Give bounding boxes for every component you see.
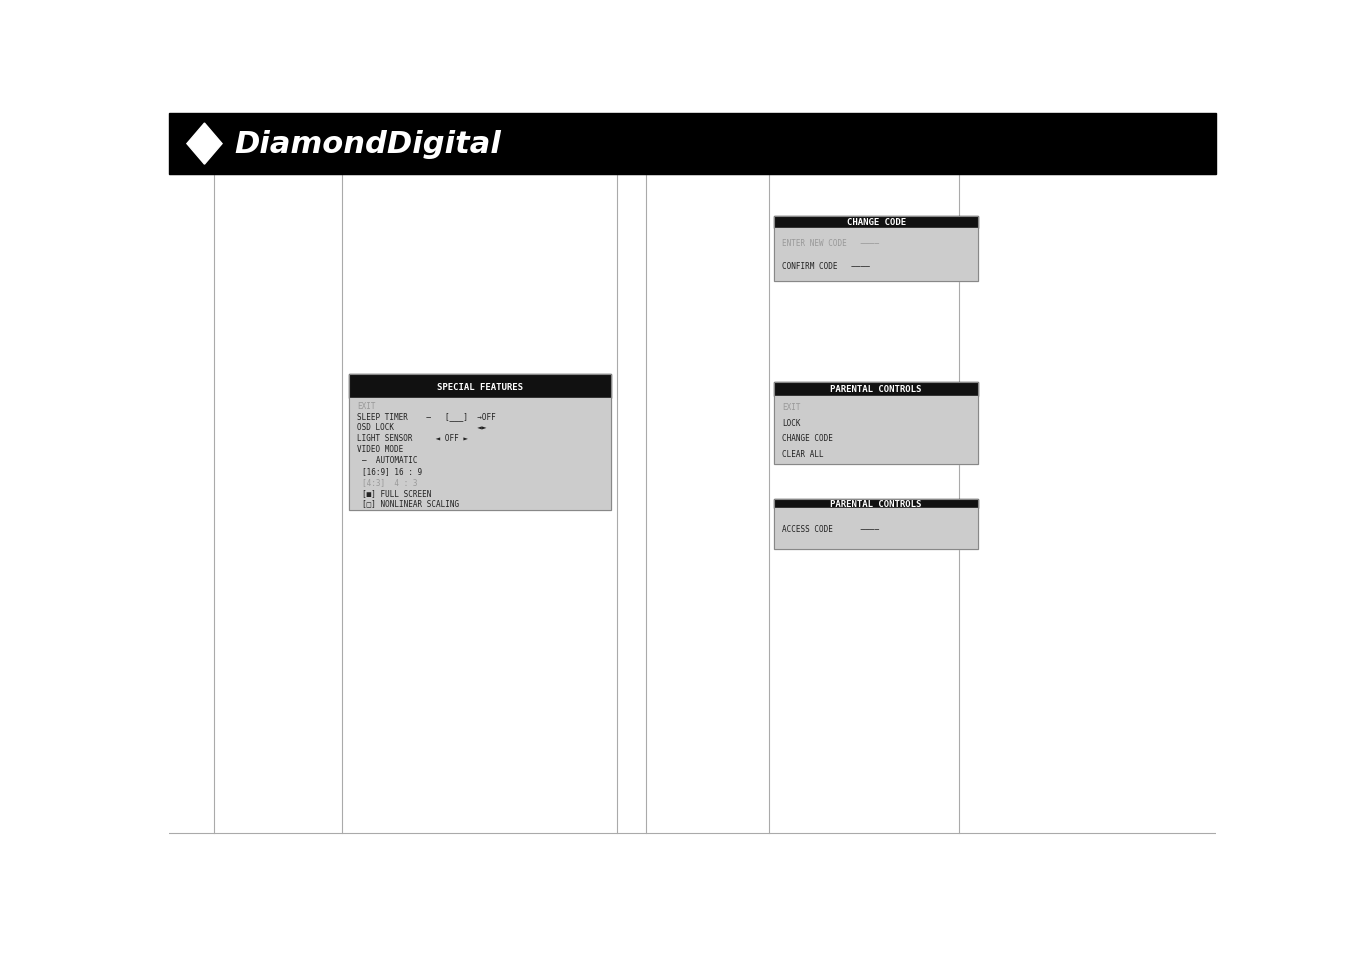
Bar xyxy=(169,114,1216,174)
Text: SLEEP TIMER    –   [___]  →OFF: SLEEP TIMER – [___] →OFF xyxy=(357,412,496,421)
Bar xyxy=(774,217,978,282)
Text: CLEAR ALL: CLEAR ALL xyxy=(782,450,824,458)
Polygon shape xyxy=(186,124,222,165)
Text: VIDEO MODE: VIDEO MODE xyxy=(357,445,404,454)
Text: ACCESS CODE      ————: ACCESS CODE ———— xyxy=(782,524,880,534)
Text: ENTER NEW CODE   ————: ENTER NEW CODE ———— xyxy=(782,239,880,248)
Text: SPECIAL FEATURES: SPECIAL FEATURES xyxy=(436,382,523,392)
Bar xyxy=(774,508,978,550)
Bar xyxy=(774,229,978,282)
Text: [□] NONLINEAR SCALING: [□] NONLINEAR SCALING xyxy=(362,499,458,508)
Text: CONFIRM CODE   ————: CONFIRM CODE ———— xyxy=(782,262,870,271)
Bar xyxy=(774,499,978,508)
Text: LOCK: LOCK xyxy=(782,418,801,427)
Text: PARENTAL CONTROLS: PARENTAL CONTROLS xyxy=(831,385,921,394)
Text: PARENTAL CONTROLS: PARENTAL CONTROLS xyxy=(831,499,921,509)
Text: EXIT: EXIT xyxy=(357,401,376,410)
Text: [4:3]  4 : 3: [4:3] 4 : 3 xyxy=(362,477,417,486)
Bar xyxy=(774,382,978,464)
Text: OSD LOCK                  ◄►: OSD LOCK ◄► xyxy=(357,423,486,432)
Bar xyxy=(774,499,978,550)
Bar xyxy=(774,217,978,229)
Text: LIGHT SENSOR     ◄ OFF ►: LIGHT SENSOR ◄ OFF ► xyxy=(357,434,469,443)
Text: DiamondDigital: DiamondDigital xyxy=(235,130,501,159)
Text: CHANGE CODE: CHANGE CODE xyxy=(782,434,834,443)
Bar xyxy=(774,382,978,396)
Text: CHANGE CODE: CHANGE CODE xyxy=(847,218,905,227)
Bar xyxy=(349,398,611,511)
Text: —  AUTOMATIC: — AUTOMATIC xyxy=(362,456,417,464)
Text: [16:9] 16 : 9: [16:9] 16 : 9 xyxy=(362,466,422,476)
Bar xyxy=(774,396,978,464)
Text: EXIT: EXIT xyxy=(782,402,801,412)
Bar xyxy=(349,375,611,398)
Text: [■] FULL SCREEN: [■] FULL SCREEN xyxy=(362,488,431,497)
Bar xyxy=(349,375,611,511)
